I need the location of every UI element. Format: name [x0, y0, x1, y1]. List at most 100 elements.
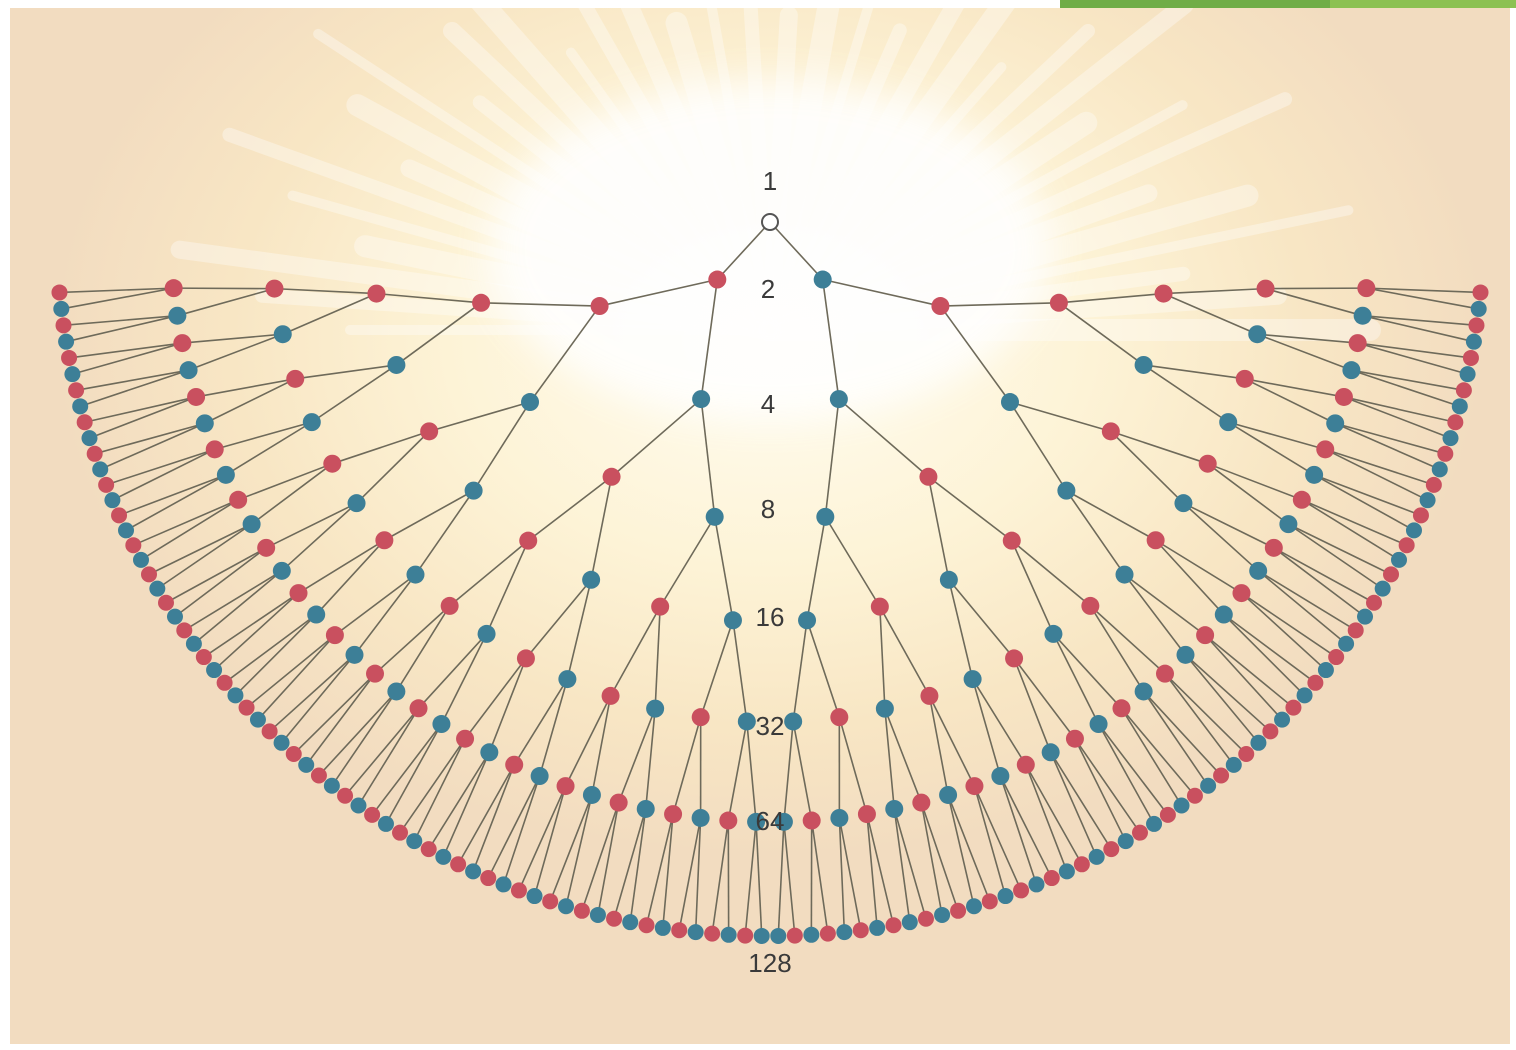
binary-tree-fan-diagram: 1 2 4 8 16 32 64 128 [51, 8, 1489, 978]
tree-node-gen-8 [521, 393, 540, 412]
tree-edge [84, 396, 197, 424]
tree-node-gen-128 [753, 927, 770, 944]
tree-node-gen-32 [323, 454, 342, 473]
tree-edge [1009, 401, 1112, 433]
tree-edge [457, 764, 515, 865]
tree-edge [428, 751, 491, 850]
tree-edge [383, 489, 475, 541]
background-ray [743, 8, 777, 337]
tree-node-gen-128 [622, 914, 639, 931]
tree-edge [1011, 540, 1055, 635]
tree-edge [237, 462, 333, 501]
tree-node-gen-32 [963, 670, 982, 689]
tree-edge [148, 523, 252, 576]
tree-node-gen-16 [798, 611, 817, 630]
tree-edge [581, 802, 620, 912]
tree-edge [79, 369, 189, 408]
tree-node-gen-32 [375, 531, 394, 550]
node-group [51, 213, 1489, 944]
tree-edge [481, 302, 600, 307]
tree-edge [193, 570, 283, 645]
tree-edge [251, 463, 333, 525]
tree-edge [399, 738, 466, 834]
tree-edge [1013, 658, 1052, 753]
tree-node-gen-64 [164, 279, 183, 298]
tree-node-gen-128 [285, 745, 302, 762]
tree-edge [927, 476, 1013, 542]
tree-node-gen-32 [1219, 413, 1238, 432]
tree-node-gen-16 [939, 570, 958, 589]
tree-edge [183, 570, 283, 632]
tree-node-gen-128 [1238, 745, 1255, 762]
tree-edge [487, 775, 541, 879]
tree-node-gen-64 [1357, 279, 1376, 298]
tree-edge [246, 634, 336, 709]
background-ray [287, 190, 775, 335]
tree-edge [609, 606, 661, 697]
background-ray [222, 127, 777, 337]
generation-labels: 1 2 4 8 16 32 64 128 [748, 166, 791, 978]
tree-node-gen-128 [1347, 622, 1364, 639]
tree-edge [1334, 422, 1446, 455]
tree-node-gen-16 [387, 355, 406, 374]
tree-node-gen-8 [1000, 393, 1019, 412]
tree-node-gen-64 [582, 785, 601, 804]
tree-edge [727, 721, 748, 821]
tree-node-gen-64 [480, 743, 499, 762]
tree-edge [94, 422, 206, 455]
tree-edge [565, 794, 593, 907]
tree-node-gen-128 [480, 870, 497, 887]
tree-edge [1065, 489, 1157, 541]
background-ray [759, 8, 840, 341]
tree-node-gen-64 [556, 777, 575, 796]
tree-node-gen-128 [1117, 833, 1134, 850]
tree-node-gen-16 [1057, 481, 1076, 500]
tree-node-gen-128 [132, 551, 149, 568]
tree-node-gen-16 [464, 481, 483, 500]
diagram-frame: 1 2 4 8 16 32 64 128 [10, 8, 1510, 1044]
tree-edge [395, 302, 482, 366]
tree-node-gen-128 [185, 635, 202, 652]
tree-node-gen-64 [939, 785, 958, 804]
background-ray [313, 28, 775, 335]
tree-node-gen-128 [364, 806, 381, 823]
tree-edge [518, 785, 567, 891]
tree-edge [72, 342, 183, 375]
tree-edge [61, 287, 174, 310]
tree-node-gen-64 [387, 682, 406, 701]
tree-edge [305, 673, 376, 766]
tree-edge [1025, 764, 1068, 872]
tree-edge [1164, 673, 1235, 766]
tree-edge [1049, 751, 1098, 858]
tree-edge [485, 540, 529, 635]
tree-node-gen-128 [450, 856, 467, 873]
tree-node-gen-16 [519, 531, 538, 550]
tree-node-gen-64 [456, 729, 475, 748]
tree-edge [174, 547, 267, 618]
tree-node-gen-64 [1326, 414, 1345, 433]
tree-edge [182, 333, 283, 344]
banner-segment [1330, 0, 1516, 8]
tree-node-gen-128 [495, 876, 512, 893]
background-ray [759, 8, 1015, 341]
tree-edge [879, 606, 931, 697]
tree-node-gen-128 [1383, 566, 1400, 583]
tree-node-gen-16 [723, 611, 742, 630]
tree-edge [395, 605, 451, 692]
tree-edge [713, 516, 734, 621]
tree-edge [293, 673, 376, 755]
tree-edge [928, 695, 949, 796]
tree-node-gen-128 [64, 366, 81, 383]
tree-node-gen-64 [168, 306, 187, 325]
tree-edge [63, 314, 178, 327]
tree-node-gen-64 [366, 664, 385, 683]
tree-node-gen-32 [477, 624, 496, 643]
tree-node-gen-128 [310, 767, 327, 784]
slide-accent-banner [1060, 0, 1516, 8]
tree-edge [1182, 502, 1259, 572]
tree-edge [295, 364, 397, 380]
tree-node-gen-64 [345, 645, 364, 664]
tree-edge [133, 499, 239, 546]
tree-edge [1065, 490, 1126, 576]
tree-edge [613, 808, 647, 919]
